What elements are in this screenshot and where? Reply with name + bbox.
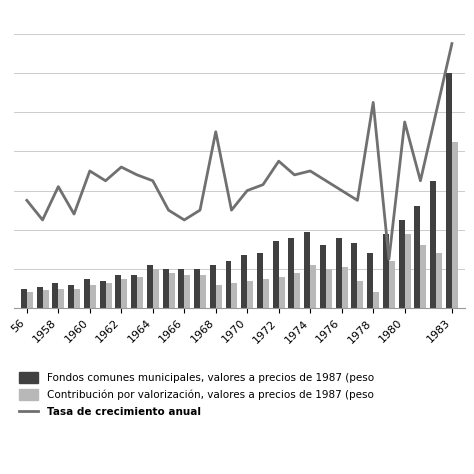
Bar [100, 281, 106, 308]
Bar [169, 273, 174, 308]
Bar [446, 73, 452, 308]
Bar [21, 289, 27, 308]
Bar [436, 253, 442, 308]
Bar [304, 232, 310, 308]
Bar [194, 269, 200, 308]
Bar [326, 269, 332, 308]
Bar [90, 284, 96, 308]
Bar [399, 220, 405, 308]
Bar [137, 277, 143, 308]
Bar [74, 289, 80, 308]
Bar [210, 265, 216, 308]
Bar [336, 237, 342, 308]
Bar [241, 255, 247, 308]
Bar [147, 265, 153, 308]
Bar [121, 279, 127, 308]
Bar [357, 281, 364, 308]
Bar [405, 234, 410, 308]
Bar [452, 142, 458, 308]
Bar [247, 281, 253, 308]
Bar [84, 279, 90, 308]
Bar [27, 292, 33, 308]
Bar [58, 289, 64, 308]
Bar [131, 275, 137, 308]
Bar [310, 265, 316, 308]
Bar [257, 253, 263, 308]
Bar [383, 234, 389, 308]
Bar [163, 269, 169, 308]
Bar [279, 277, 285, 308]
Bar [36, 287, 43, 308]
Bar [178, 269, 184, 308]
Bar [115, 275, 121, 308]
Bar [389, 261, 395, 308]
Bar [226, 261, 231, 308]
Bar [52, 283, 58, 308]
Bar [200, 275, 206, 308]
Bar [414, 206, 420, 308]
Bar [367, 253, 373, 308]
Bar [352, 244, 357, 308]
Bar [273, 241, 279, 308]
Bar [263, 279, 269, 308]
Bar [43, 291, 48, 308]
Bar [294, 273, 301, 308]
Bar [289, 237, 294, 308]
Bar [320, 246, 326, 308]
Bar [153, 269, 159, 308]
Bar [342, 267, 348, 308]
Bar [106, 283, 111, 308]
Bar [68, 284, 74, 308]
Bar [231, 283, 237, 308]
Bar [184, 275, 190, 308]
Bar [430, 181, 436, 308]
Legend: Fondos comunes municipales, valores a precios de 1987 (peso, Contribución por va: Fondos comunes municipales, valores a pr… [19, 372, 374, 417]
Bar [216, 284, 222, 308]
Bar [420, 246, 427, 308]
Bar [373, 292, 379, 308]
